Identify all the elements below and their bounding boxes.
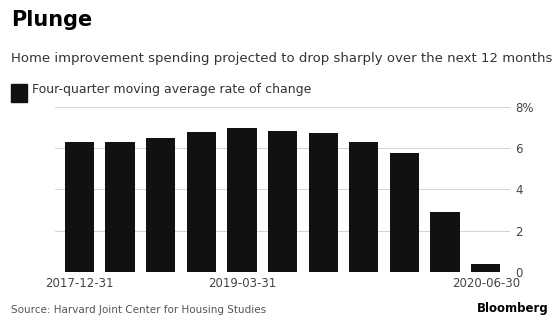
Bar (349, 142, 379, 272)
Bar (186, 132, 216, 272)
Bar (431, 212, 460, 272)
Bar (309, 133, 338, 272)
Bar (105, 142, 134, 272)
Bar (64, 142, 94, 272)
Text: Bloomberg: Bloomberg (477, 302, 549, 315)
Bar (390, 153, 419, 272)
Text: Home improvement spending projected to drop sharply over the next 12 months: Home improvement spending projected to d… (11, 52, 553, 65)
Text: Four-quarter moving average rate of change: Four-quarter moving average rate of chan… (32, 83, 312, 96)
Bar (227, 127, 256, 272)
Bar (146, 138, 175, 272)
Bar (268, 131, 297, 272)
Bar (471, 264, 501, 272)
Text: Source: Harvard Joint Center for Housing Studies: Source: Harvard Joint Center for Housing… (11, 305, 267, 315)
Text: Plunge: Plunge (11, 10, 92, 30)
